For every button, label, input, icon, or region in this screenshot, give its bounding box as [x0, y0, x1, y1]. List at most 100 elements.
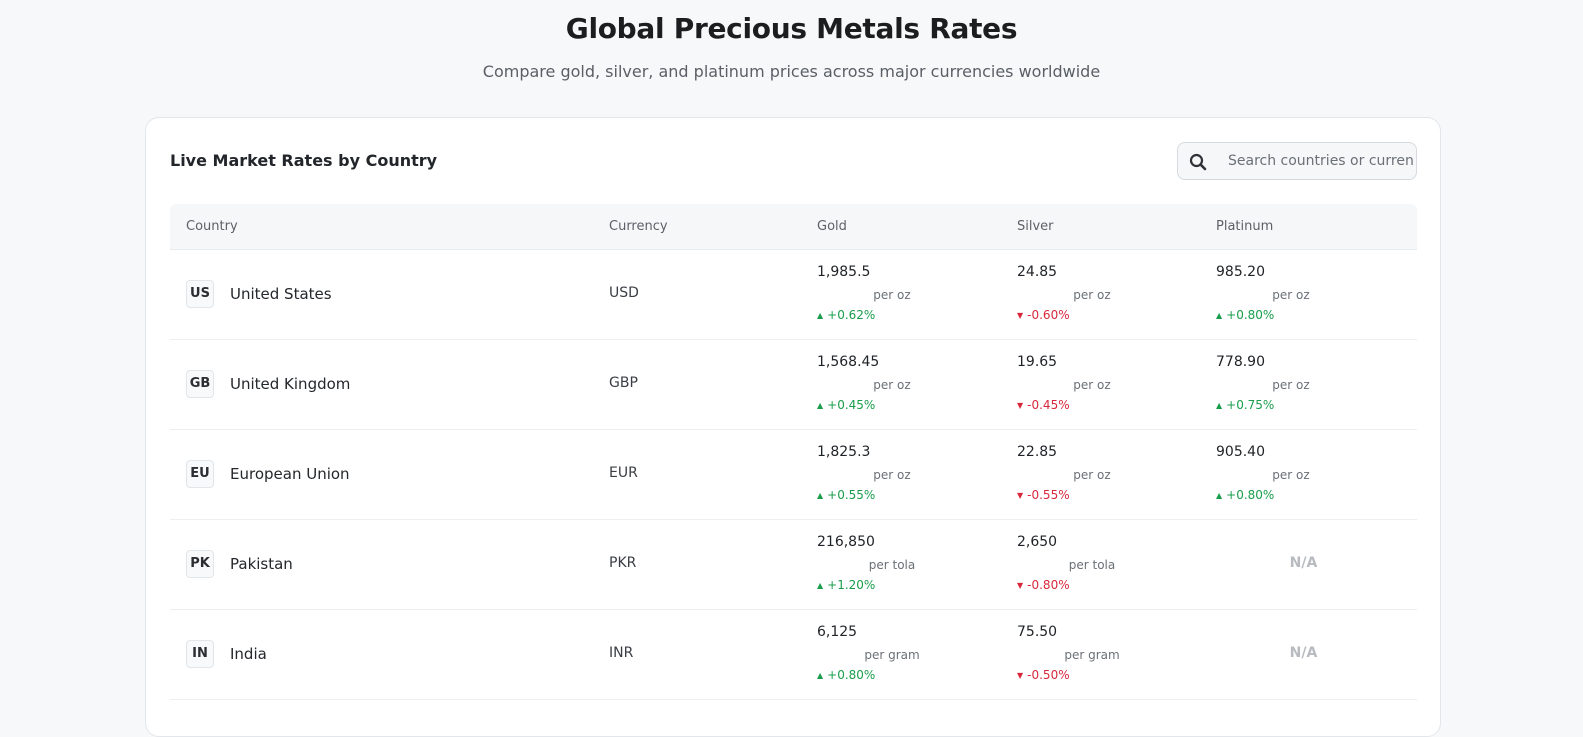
gold-price: 6,125 — [817, 624, 858, 640]
gold-price: 1,825.3 — [817, 444, 871, 460]
column-header-silver[interactable]: Silver — [1017, 219, 1054, 234]
trend-up-icon: ▲ — [1216, 311, 1223, 320]
column-header-gold[interactable]: Gold — [817, 219, 847, 234]
trend-down-icon: ▼ — [1017, 671, 1024, 680]
gold-price: 1,985.5 — [817, 264, 871, 280]
silver-rate-cell: 24.85 per oz ▼ -0.60% — [1017, 250, 1167, 340]
table-body: US United States USD 1,985.5 per oz ▲ +0.62% 24… — [170, 250, 1417, 700]
currency-code: GBP — [609, 375, 638, 391]
table-header: Country Currency Gold Silver Platinum — [170, 204, 1417, 250]
column-header-country[interactable]: Country — [186, 219, 238, 234]
trend-up-icon: ▲ — [1216, 491, 1223, 500]
gold-rate-cell: 1,568.45 per oz ▲ +0.45% — [817, 340, 967, 430]
silver-rate-cell: 75.50 per gram ▼ -0.50% — [1017, 610, 1167, 700]
silver-change-value: -0.55% — [1027, 488, 1070, 502]
trend-up-icon: ▲ — [817, 671, 824, 680]
silver-price: 75.50 — [1017, 624, 1058, 640]
silver-price: 2,650 — [1017, 534, 1058, 550]
gold-price: 216,850 — [817, 534, 875, 550]
platinum-rate-cell: 985.20 per oz ▲ +0.80% — [1216, 250, 1366, 340]
gold-unit: per oz — [873, 468, 911, 482]
currency-code: EUR — [609, 465, 638, 481]
gold-change: ▲ +0.55% — [817, 488, 875, 502]
country-name: India — [230, 645, 267, 663]
trend-up-icon: ▲ — [817, 401, 824, 410]
silver-rate-cell: 2,650 per tola ▼ -0.80% — [1017, 520, 1167, 610]
rates-card: Live Market Rates by Country Country Cur… — [145, 117, 1441, 737]
trend-up-icon: ▲ — [817, 581, 824, 590]
silver-change: ▼ -0.80% — [1017, 578, 1070, 592]
platinum-unit: per oz — [1272, 378, 1310, 392]
platinum-change: ▲ +0.75% — [1216, 398, 1274, 412]
search-box[interactable] — [1177, 142, 1417, 180]
trend-up-icon: ▲ — [817, 311, 824, 320]
currency-code: INR — [609, 645, 634, 661]
gold-unit: per tola — [868, 558, 916, 572]
silver-unit: per gram — [1064, 648, 1120, 662]
search-input[interactable] — [1218, 143, 1414, 179]
platinum-not-available: N/A — [1289, 645, 1318, 661]
country-name: United Kingdom — [230, 375, 351, 393]
country-code-badge: IN — [186, 640, 214, 668]
gold-change: ▲ +0.62% — [817, 308, 875, 322]
platinum-change-value: +0.80% — [1226, 488, 1275, 502]
country-name: Pakistan — [230, 555, 293, 573]
country-code-badge: US — [186, 280, 214, 308]
gold-change-value: +0.45% — [827, 398, 876, 412]
trend-down-icon: ▼ — [1017, 401, 1024, 410]
country-code-badge: PK — [186, 550, 214, 578]
platinum-price: 778.90 — [1216, 354, 1265, 370]
gold-unit: per oz — [873, 378, 911, 392]
platinum-rate-cell: 905.40 per oz ▲ +0.80% — [1216, 430, 1366, 520]
table-row[interactable]: GB United Kingdom GBP 1,568.45 per oz ▲ +0.45%… — [170, 340, 1417, 430]
gold-change-value: +0.62% — [827, 308, 876, 322]
platinum-change: ▲ +0.80% — [1216, 308, 1274, 322]
country-name: United States — [230, 285, 332, 303]
platinum-change-value: +0.80% — [1226, 308, 1275, 322]
platinum-price: 985.20 — [1216, 264, 1265, 280]
silver-price: 22.85 — [1017, 444, 1058, 460]
column-header-platinum[interactable]: Platinum — [1216, 219, 1274, 234]
silver-unit: per tola — [1068, 558, 1116, 572]
country-code-badge: EU — [186, 460, 214, 488]
gold-change-value: +1.20% — [827, 578, 876, 592]
gold-rate-cell: 6,125 per gram ▲ +0.80% — [817, 610, 967, 700]
platinum-change-value: +0.75% — [1226, 398, 1275, 412]
silver-unit: per oz — [1073, 468, 1111, 482]
gold-change: ▲ +1.20% — [817, 578, 875, 592]
table-row[interactable]: EU European Union EUR 1,825.3 per oz ▲ +0.55% 2… — [170, 430, 1417, 520]
search-icon — [1189, 153, 1207, 171]
country-code-badge: GB — [186, 370, 214, 398]
silver-change-value: -0.50% — [1027, 668, 1070, 682]
platinum-price: 905.40 — [1216, 444, 1265, 460]
silver-change: ▼ -0.50% — [1017, 668, 1070, 682]
silver-change: ▼ -0.45% — [1017, 398, 1070, 412]
gold-change-value: +0.55% — [827, 488, 876, 502]
trend-down-icon: ▼ — [1017, 491, 1024, 500]
table-row[interactable]: US United States USD 1,985.5 per oz ▲ +0.62% 24… — [170, 250, 1417, 340]
silver-price: 24.85 — [1017, 264, 1058, 280]
column-header-currency[interactable]: Currency — [609, 219, 668, 234]
gold-price: 1,568.45 — [817, 354, 880, 370]
platinum-unit: per oz — [1272, 288, 1310, 302]
rates-table: Country Currency Gold Silver Platinum US… — [170, 204, 1417, 700]
table-row[interactable]: PK Pakistan PKR 216,850 per tola ▲ +1.20% 2,650… — [170, 520, 1417, 610]
silver-unit: per oz — [1073, 378, 1111, 392]
silver-change: ▼ -0.60% — [1017, 308, 1070, 322]
gold-change: ▲ +0.80% — [817, 668, 875, 682]
gold-unit: per gram — [864, 648, 920, 662]
currency-code: USD — [609, 285, 639, 301]
platinum-not-available: N/A — [1289, 555, 1318, 571]
silver-rate-cell: 22.85 per oz ▼ -0.55% — [1017, 430, 1167, 520]
country-name: European Union — [230, 465, 350, 483]
silver-unit: per oz — [1073, 288, 1111, 302]
trend-up-icon: ▲ — [817, 491, 824, 500]
silver-rate-cell: 19.65 per oz ▼ -0.45% — [1017, 340, 1167, 430]
silver-change-value: -0.45% — [1027, 398, 1070, 412]
table-row[interactable]: IN India INR 6,125 per gram ▲ +0.80% 75.50 per g… — [170, 610, 1417, 700]
platinum-change: ▲ +0.80% — [1216, 488, 1274, 502]
trend-down-icon: ▼ — [1017, 311, 1024, 320]
gold-rate-cell: 216,850 per tola ▲ +1.20% — [817, 520, 967, 610]
gold-rate-cell: 1,825.3 per oz ▲ +0.55% — [817, 430, 967, 520]
silver-change-value: -0.60% — [1027, 308, 1070, 322]
